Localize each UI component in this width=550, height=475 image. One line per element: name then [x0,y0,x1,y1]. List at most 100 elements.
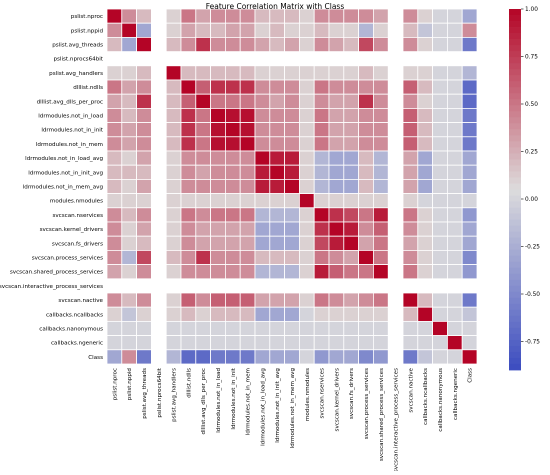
colorbar-segment [509,291,521,299]
heatmap-cell [328,8,345,24]
heatmap-cell [372,221,389,237]
heatmap-cell [461,22,478,38]
heatmap-cell [239,93,256,109]
heatmap-cell [313,37,330,53]
heatmap-cell [284,150,300,166]
heatmap-cell [269,221,285,237]
colorbar-segment [509,141,521,148]
heatmap-cell [313,8,330,24]
heatmap-cell [121,122,138,138]
heatmap-cell [298,320,315,336]
heatmap-cell [343,8,359,24]
colorbar-segment [509,345,521,353]
heatmap-cell [269,193,285,209]
heatmap-cell [210,136,226,152]
heatmap-cell [269,65,285,81]
heatmap-cell [417,320,433,336]
heatmap-cell [461,150,478,166]
heatmap-cell [269,178,285,194]
heatmap-cell [106,8,123,24]
heatmap-cell [180,235,197,251]
heatmap-cell [121,335,138,351]
colorbar-segment [509,279,521,287]
heatmap-cell [224,193,241,209]
heatmap-cell [254,249,271,265]
heatmap-cell [180,150,197,166]
y-tick-label: pslist.nprocs64bit [53,57,103,63]
colorbar-segment [509,255,521,263]
colorbar-segment [509,351,521,359]
heatmap-cell [343,306,359,322]
heatmap-cell [446,8,463,24]
heatmap-cell [358,292,374,308]
heatmap-cell [224,235,241,251]
heatmap-cell [195,178,212,194]
heatmap-cell [358,264,374,280]
x-tick-label: pslist.nprocs64bit [157,367,163,417]
colorbar-segment [509,297,521,305]
heatmap-cell [358,8,374,24]
colorbar-segment [509,363,521,371]
x-tick-label: dlllist.ndlls [186,368,192,398]
heatmap-cell [210,207,226,223]
heatmap-cell [432,178,448,194]
x-tick-label: ldrmodules.not_in_load_avg [260,368,266,446]
heatmap-cell [432,264,448,280]
heatmap-cell [136,320,152,336]
heatmap-cell [432,306,448,322]
heatmap-cell [136,164,152,180]
colorbar-segment [509,129,521,136]
heatmap-cell [224,335,241,351]
heatmap-cell [358,235,374,251]
colorbar-segment [509,111,521,118]
y-tick-label: svcscan.process_services [32,256,103,262]
heatmap-cell [269,8,285,24]
heatmap-cell [269,108,285,124]
heatmap-cell [195,249,212,265]
heatmap-cell [284,207,300,223]
heatmap-cell [372,164,389,180]
heatmap-cell [417,108,433,124]
heatmap-cell [358,249,374,265]
heatmap-cell [417,235,433,251]
heatmap-cell [239,65,256,81]
heatmap-cell [195,221,212,237]
heatmap-cell [195,164,212,180]
heatmap-cell [358,136,374,152]
heatmap-cell [402,65,419,81]
heatmap-cell [372,249,389,265]
heatmap-cell [195,79,212,95]
heatmap-cell [461,37,478,53]
heatmap-cell [358,150,374,166]
heatmap-cell [446,136,463,152]
colorbar-segment [509,171,521,178]
heatmap-cell [461,178,478,194]
heatmap-cell [372,335,389,351]
colorbar-segment [509,135,521,142]
heatmap-cell [136,249,152,265]
heatmap-cell [358,178,374,194]
heatmap-cell [195,292,212,308]
heatmap-cell [461,164,478,180]
heatmap-cell [239,193,256,209]
heatmap-cell [239,349,256,365]
heatmap-cell [165,193,182,209]
y-tick-label: callbacks.nanonymous [39,327,103,333]
colorbar-segment [509,87,521,94]
heatmap-cell [461,221,478,237]
heatmap-cell [121,235,138,251]
heatmap-cell [210,193,226,209]
colorbar-segment [509,147,521,154]
y-tick-label: ldrmodules.not_in_load_avg [25,156,103,162]
heatmap-cell [180,8,197,24]
heatmap-cell [417,8,433,24]
heatmap-cell [328,178,345,194]
heatmap-cell [224,8,241,24]
heatmap-cell [136,193,152,209]
heatmap-cell [224,264,241,280]
heatmap-cell [254,37,271,53]
colorbar-segment [509,207,521,214]
heatmap-cell [106,79,123,95]
heatmap-cell [195,136,212,152]
heatmap-cell [461,193,478,209]
